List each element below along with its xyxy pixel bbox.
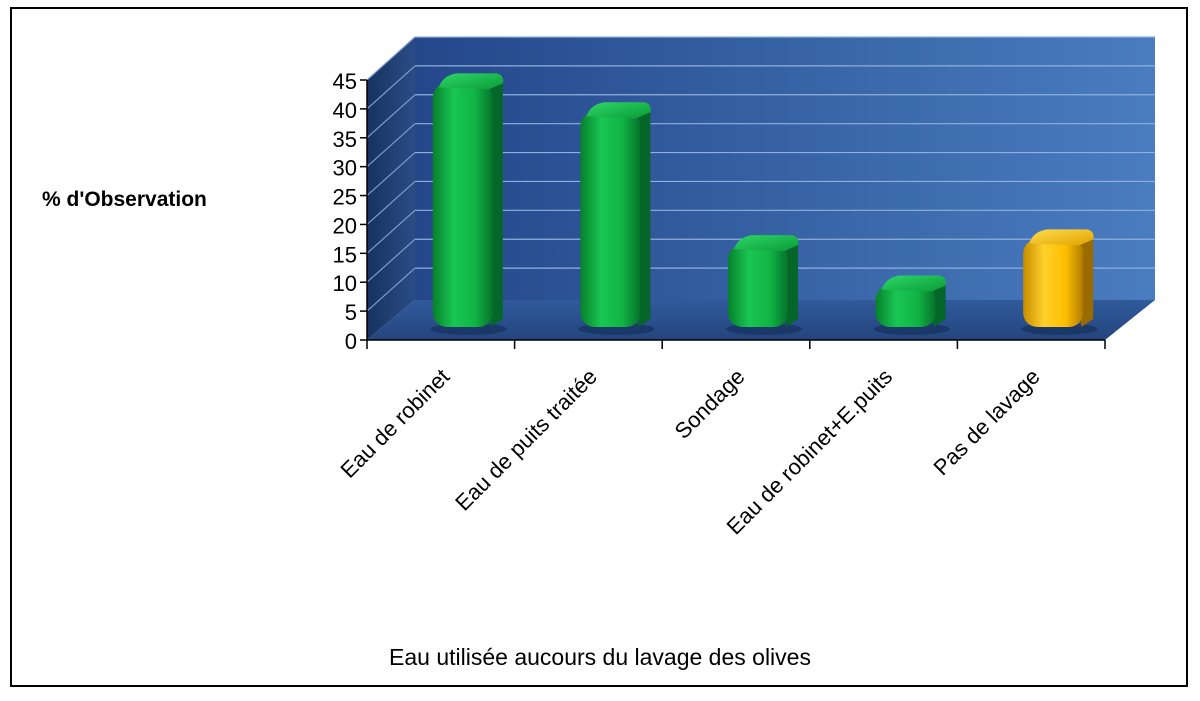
bar-top [1029, 229, 1094, 246]
bar-body [1023, 239, 1084, 327]
y-tick-label: 40 [333, 98, 357, 123]
bars [430, 73, 1098, 335]
gridline-side [366, 36, 416, 81]
bar-body [875, 285, 936, 327]
x-tick-label: Sondage [670, 364, 750, 444]
y-tick-label: 45 [333, 69, 357, 94]
y-tick-labels: 0 5 10 15 20 25 30 35 40 45 [333, 69, 357, 354]
x-axis-label: Eau utilisée aucours du lavage des olive… [389, 644, 811, 670]
y-tick-label: 0 [345, 329, 357, 354]
x-tick-label: Eau de puits traitée [450, 364, 602, 516]
y-axis-label: % d'Observation [42, 188, 207, 211]
bar [726, 235, 802, 335]
gridline-side [366, 123, 416, 168]
axes [360, 79, 1106, 349]
bar-body [580, 112, 641, 327]
gridline-side [366, 180, 416, 225]
gridline-side [366, 65, 416, 110]
y-tick-label: 25 [333, 185, 357, 210]
x-tick-label: Eau de robinet+E.puits [722, 364, 898, 540]
gridline-side [366, 209, 416, 254]
bar-top [734, 235, 799, 252]
bar [1021, 229, 1098, 335]
y-tick-label: 20 [333, 213, 357, 238]
y-tick-label: 30 [333, 156, 357, 181]
bar-body [432, 83, 493, 327]
bar [430, 73, 507, 335]
y-tick-label: 10 [333, 271, 357, 296]
bar-top [881, 275, 946, 292]
gridline-side [366, 238, 416, 283]
bar-body [728, 245, 788, 327]
side-wall [367, 37, 415, 340]
bar [873, 275, 950, 335]
gridline-side [366, 152, 416, 197]
gridline-side [366, 94, 416, 139]
bar-top [586, 102, 651, 119]
x-tick-label: Pas de lavage [928, 364, 1044, 480]
gridline-side [366, 267, 416, 312]
x-tick-label: Eau de robinet [335, 364, 454, 483]
bar [578, 102, 655, 335]
y-tick-label: 15 [333, 242, 357, 267]
y-tick-label: 5 [345, 300, 357, 325]
y-tick-label: 35 [333, 127, 357, 152]
bar-top [438, 73, 504, 90]
